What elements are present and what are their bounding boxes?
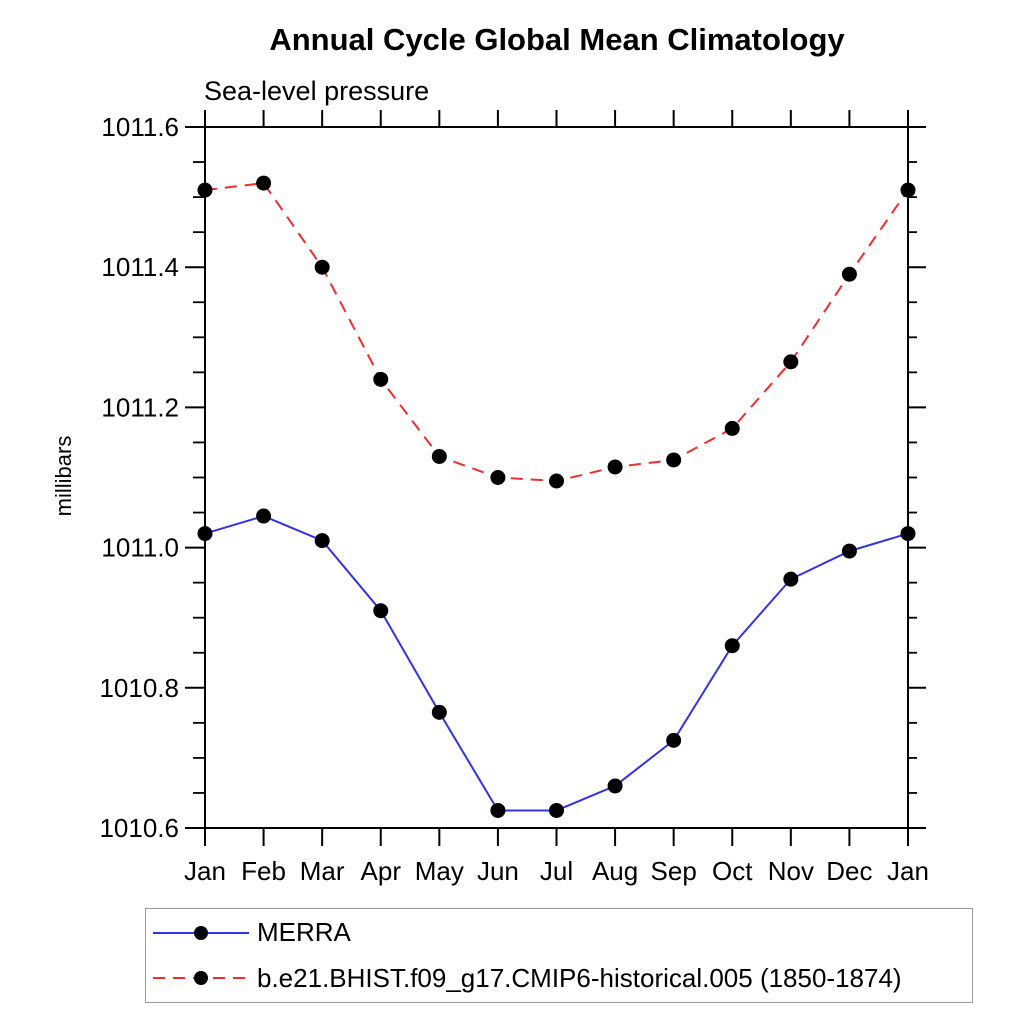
y-tick-label: 1010.6	[99, 813, 179, 843]
y-tick-label: 1011.4	[101, 252, 179, 282]
series-marker-1	[900, 182, 916, 198]
y-tick-label: 1010.8	[99, 673, 179, 703]
series-marker-0	[373, 603, 389, 619]
series-marker-1	[490, 470, 506, 485]
x-tick-label: Apr	[361, 856, 402, 886]
x-tick-label: Jun	[477, 856, 519, 886]
series-marker-1	[256, 175, 272, 191]
series-line-1	[204, 182, 909, 483]
x-tick-label: Feb	[241, 856, 286, 886]
x-tick-label: Mar	[300, 856, 345, 886]
series-marker-1	[666, 452, 682, 468]
series-marker-1	[197, 182, 213, 198]
x-tick-label: Jan	[184, 856, 226, 886]
legend-swatch	[153, 925, 249, 940]
series-marker-0	[256, 508, 272, 524]
series-marker-0	[431, 704, 447, 720]
legend-marker-icon	[194, 971, 208, 986]
chart-title: Annual Cycle Global Mean Climatology	[269, 22, 845, 57]
series-marker-0	[841, 543, 857, 559]
series-line-0	[204, 514, 909, 812]
x-tick-label: May	[415, 856, 464, 886]
x-tick-label: Jul	[540, 856, 573, 886]
series-marker-0	[490, 802, 506, 818]
x-tick-label: Jan	[887, 856, 929, 886]
series-marker-1	[724, 420, 740, 436]
y-tick-label: 1011.6	[101, 112, 179, 142]
x-tick-label: Aug	[592, 856, 638, 886]
x-tick-label: Dec	[826, 856, 872, 886]
legend-marker-icon	[194, 925, 208, 940]
series-marker-0	[724, 638, 740, 654]
legend-label: MERRA	[257, 917, 351, 948]
legend-item: b.e21.BHIST.f09_g17.CMIP6-historical.005…	[146, 957, 972, 1000]
legend-label: b.e21.BHIST.f09_g17.CMIP6-historical.005…	[257, 962, 902, 993]
chart-subtitle: Sea-level pressure	[204, 76, 430, 106]
y-tick-label: 1011.0	[101, 533, 179, 563]
series-marker-0	[607, 778, 623, 794]
series-marker-0	[900, 526, 916, 542]
series-marker-0	[197, 526, 213, 542]
series-marker-1	[841, 266, 857, 282]
x-tick-label: Nov	[768, 856, 814, 886]
series-marker-1	[431, 448, 447, 464]
legend: MERRA b.e21.BHIST.f09_g17.CMIP6-historica…	[145, 908, 973, 1003]
legend-swatch	[153, 971, 249, 986]
series-marker-1	[373, 371, 389, 387]
legend-item: MERRA	[146, 911, 972, 954]
x-tick-label: Oct	[712, 856, 753, 886]
series-marker-0	[783, 571, 799, 587]
series-marker-1	[549, 473, 564, 489]
x-tick-label: Sep	[651, 856, 697, 886]
series-marker-1	[607, 459, 623, 475]
series-marker-0	[549, 802, 564, 818]
series-marker-0	[666, 732, 682, 748]
series-marker-1	[314, 259, 330, 275]
series-marker-1	[783, 354, 799, 370]
series-marker-0	[314, 533, 330, 549]
y-tick-label: 1011.2	[101, 392, 179, 422]
